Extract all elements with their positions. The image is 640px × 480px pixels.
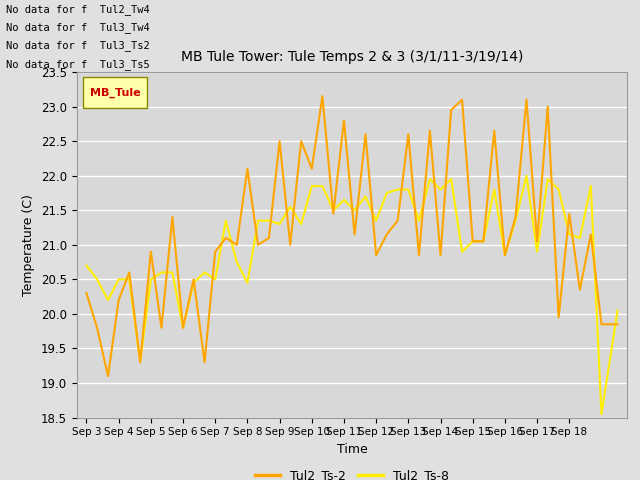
Text: No data for f  Tul2_Tw4: No data for f Tul2_Tw4 [6, 4, 150, 15]
Text: No data for f  Tul3_Ts2: No data for f Tul3_Ts2 [6, 40, 150, 51]
Title: MB Tule Tower: Tule Temps 2 & 3 (3/1/11-3/19/14): MB Tule Tower: Tule Temps 2 & 3 (3/1/11-… [181, 50, 523, 64]
Y-axis label: Temperature (C): Temperature (C) [22, 194, 35, 296]
X-axis label: Time: Time [337, 443, 367, 456]
Text: MB_Tule: MB_Tule [90, 87, 141, 97]
Legend: Tul2_Ts-2, Tul2_Ts-8: Tul2_Ts-2, Tul2_Ts-8 [250, 464, 454, 480]
Text: No data for f  Tul3_Ts5: No data for f Tul3_Ts5 [6, 59, 150, 70]
Text: No data for f  Tul3_Tw4: No data for f Tul3_Tw4 [6, 22, 150, 33]
